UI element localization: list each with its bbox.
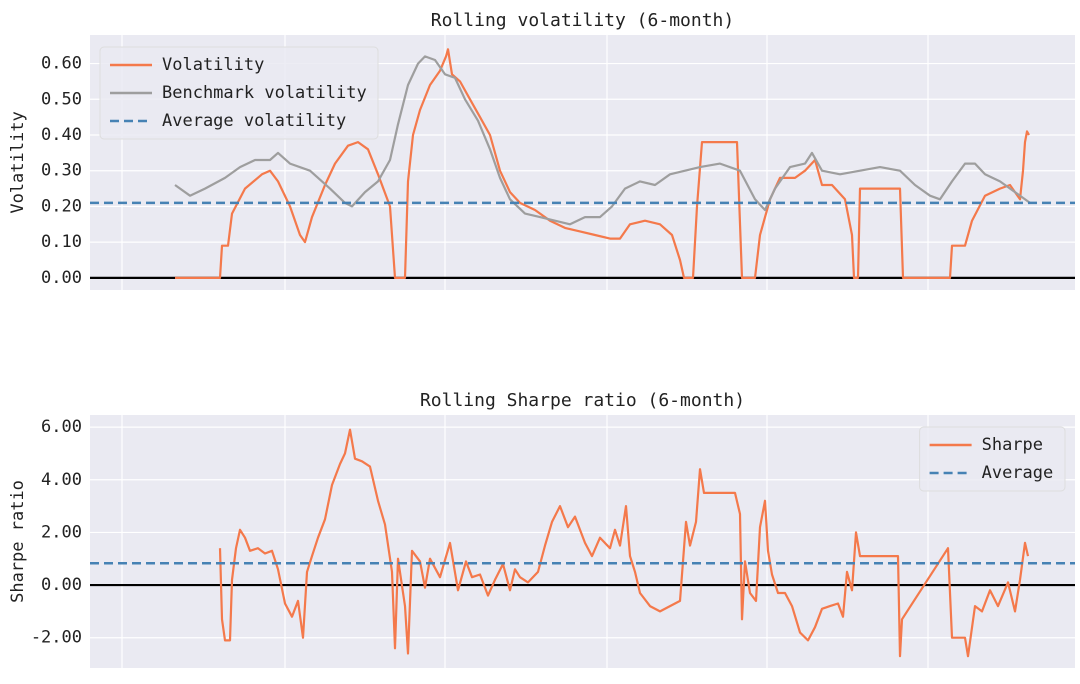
y-tick-label: 0.40 [41, 125, 82, 145]
line-series [174, 55, 1031, 226]
legend-label: Average volatility [162, 111, 346, 131]
legend-label: Sharpe [982, 435, 1043, 455]
y-tick-label: 4.00 [41, 470, 82, 490]
legend: Volatility Benchmark volatility Average vo… [99, 46, 379, 140]
legend-box [99, 46, 379, 140]
y-tick-label: 0.20 [41, 196, 82, 216]
y-tick-label: 0.60 [41, 54, 82, 74]
line-series [218, 428, 1030, 658]
chart-title: Rolling volatility (6-month) [431, 10, 734, 31]
legend-label: Benchmark volatility [162, 83, 367, 103]
y-tick-label: 0.30 [41, 161, 82, 181]
y-tick-label: 0.00 [41, 268, 82, 288]
y-tick-label: 0.50 [41, 89, 82, 109]
y-tick-label: 0.10 [41, 232, 82, 252]
y-tick-label: -2.00 [31, 628, 82, 648]
legend-label: Volatility [162, 55, 264, 75]
line-series [175, 48, 1030, 279]
y-tick-label: 0.00 [41, 575, 82, 595]
legend: Sharpe Average [919, 426, 1066, 492]
y-tick-label: 6.00 [41, 417, 82, 437]
chart-title: Rolling Sharpe ratio (6-month) [420, 390, 745, 411]
plot-area [90, 415, 1075, 668]
legend-box [919, 426, 1066, 492]
y-axis-label: Volatility [8, 111, 28, 213]
y-axis-label: Sharpe ratio [8, 480, 28, 603]
legend-label: Average [982, 463, 1054, 483]
y-tick-label: 2.00 [41, 522, 82, 542]
